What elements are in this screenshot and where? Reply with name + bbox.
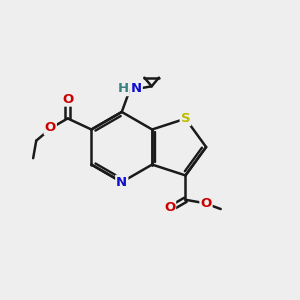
Text: N: N [116, 176, 127, 189]
Text: S: S [181, 112, 190, 125]
Text: N: N [131, 82, 142, 95]
Text: O: O [200, 196, 211, 210]
Text: O: O [45, 121, 56, 134]
Text: O: O [62, 93, 73, 106]
Text: H: H [118, 82, 129, 95]
Text: O: O [164, 201, 175, 214]
